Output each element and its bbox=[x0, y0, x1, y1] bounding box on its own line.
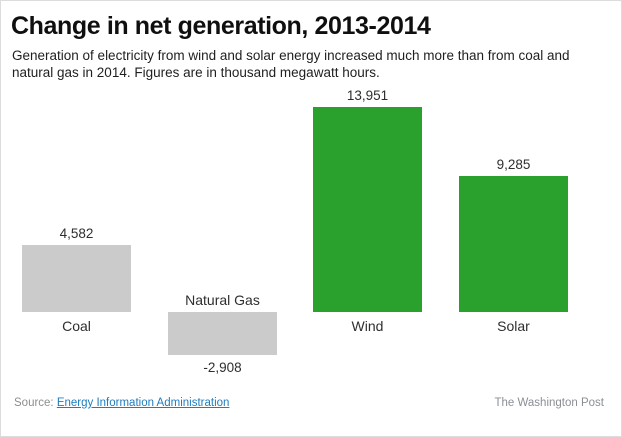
bar-value-label: 4,582 bbox=[59, 226, 94, 241]
chart-subtitle: Generation of electricity from wind and … bbox=[12, 48, 570, 80]
bar bbox=[459, 176, 568, 312]
bar bbox=[168, 312, 277, 355]
bar-category-label: Natural Gas bbox=[185, 292, 260, 308]
bar bbox=[313, 107, 422, 312]
source-line: Source: Energy Information Administratio… bbox=[14, 397, 229, 409]
bar-category-label: Wind bbox=[351, 318, 384, 334]
bar-chart: 4,582 Coal -2,908 Natural Gas 13,951 Win… bbox=[1, 86, 622, 381]
bar-column-solar: 9,285 Solar bbox=[459, 86, 568, 381]
bar-value-label: 13,951 bbox=[346, 88, 389, 103]
source-prefix-label: Source: bbox=[14, 397, 57, 409]
bar-value-label: -2,908 bbox=[203, 360, 242, 375]
bar-column-coal: 4,582 Coal bbox=[22, 86, 131, 381]
chart-title: Change in net generation, 2013-2014 bbox=[11, 12, 431, 40]
bar-column-wind: 13,951 Wind bbox=[313, 86, 422, 381]
bar-category-label: Coal bbox=[62, 318, 91, 334]
credit-label: The Washington Post bbox=[494, 397, 604, 409]
bar-column-natural-gas: -2,908 Natural Gas bbox=[168, 86, 277, 381]
source-link[interactable]: Energy Information Administration bbox=[56, 397, 230, 409]
bar-category-label: Solar bbox=[497, 318, 530, 334]
bar bbox=[22, 245, 131, 312]
bar-value-label: 9,285 bbox=[496, 157, 531, 172]
